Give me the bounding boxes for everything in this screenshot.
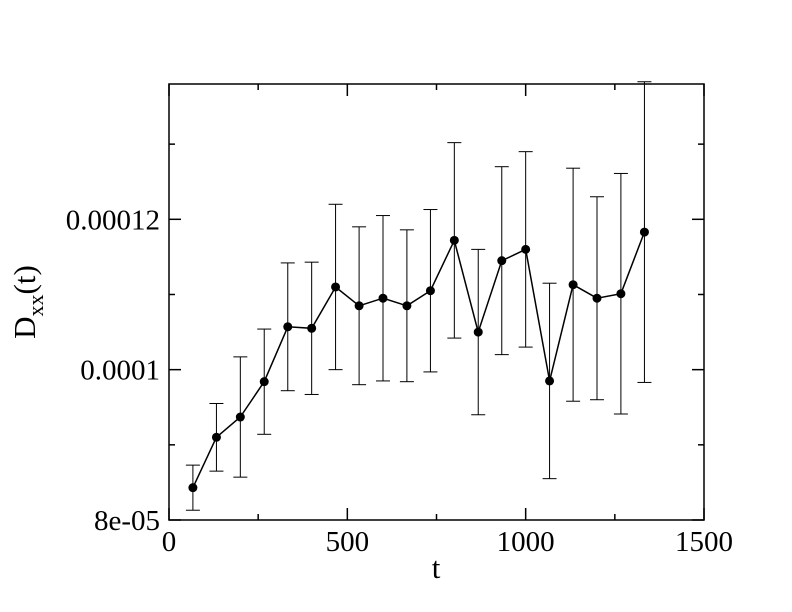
data-point [449, 235, 459, 245]
data-point [235, 412, 245, 422]
data-point [545, 376, 555, 386]
data-point [425, 286, 435, 296]
y-axis-title: Dxx(t) [7, 265, 48, 339]
data-point [307, 323, 317, 333]
x-tick-label: 500 [326, 526, 370, 558]
data-point [402, 301, 412, 311]
tick-labels: 0 500 1000 1500 8e-05 0.0001 0.00012 [66, 204, 733, 558]
error-bars [185, 81, 652, 511]
data-point [497, 256, 507, 266]
data-point [259, 377, 269, 387]
x-tick-label: 0 [162, 526, 177, 558]
data-point [592, 293, 602, 303]
data-point [211, 432, 221, 442]
y-tick-label: 0.00012 [66, 204, 160, 236]
data-point [331, 282, 341, 292]
x-tick-label: 1500 [675, 526, 733, 558]
data-point [639, 227, 649, 237]
axis-ticks [168, 84, 705, 521]
y-tick-label: 0.0001 [80, 355, 160, 387]
data-point [354, 301, 364, 311]
data-point [283, 322, 293, 332]
y-axis-title-main: D [7, 316, 42, 338]
data-point [473, 327, 483, 337]
data-point [521, 244, 531, 254]
y-axis-title-subscript: xx [23, 294, 48, 316]
data-points [188, 227, 649, 493]
data-point [568, 280, 578, 290]
series-line [192, 231, 646, 489]
x-tick-label: 1000 [497, 526, 555, 558]
data-point [188, 483, 198, 493]
data-point [378, 293, 388, 303]
plot-frame [168, 83, 705, 521]
x-axis-title: t [432, 550, 441, 585]
y-axis-title-suffix: (t) [7, 265, 42, 294]
data-point [616, 289, 626, 299]
y-tick-label: 8e-05 [94, 505, 160, 537]
